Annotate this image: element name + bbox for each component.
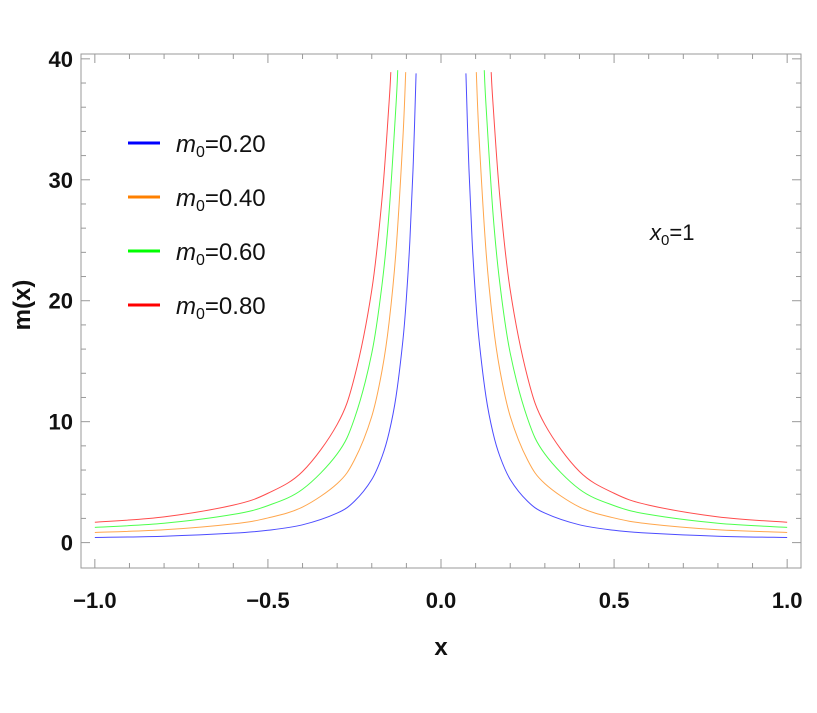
- annotation-x0: x0=1: [649, 220, 694, 249]
- y-axis-label: m(x): [9, 280, 36, 331]
- legend-label: m0=0.80: [176, 293, 266, 323]
- series-line-m0=0.60: [483, 70, 788, 528]
- series-line-m0=0.60: [94, 70, 399, 528]
- ticks: −1.0 −0.5 0.0 0.5 1.0 0 10 20 30 40: [49, 47, 803, 613]
- y-tick-label: 20: [49, 289, 73, 314]
- legend-label: m0=0.60: [176, 239, 266, 269]
- legend-label: m0=0.40: [176, 185, 266, 215]
- x-tick-label: −1.0: [73, 588, 116, 613]
- x-tick-label: −0.5: [246, 588, 289, 613]
- x-axis-label: x: [434, 634, 448, 661]
- series-line-m0=0.40: [94, 72, 407, 533]
- y-tick-label: 10: [49, 410, 73, 435]
- x-tick-label: 1.0: [772, 588, 803, 613]
- series-line-m0=0.80: [94, 72, 392, 523]
- curves: [94, 70, 788, 539]
- series-line-m0=0.20: [465, 73, 788, 539]
- series-line-m0=0.20: [94, 73, 417, 539]
- legend-label: m0=0.20: [176, 131, 266, 161]
- y-tick-label: 40: [49, 47, 73, 72]
- series-line-m0=0.80: [490, 72, 788, 523]
- legend: m0=0.20 m0=0.40 m0=0.60 m0=0.80: [128, 131, 266, 323]
- y-tick-label: 30: [49, 168, 73, 193]
- series-line-m0=0.40: [475, 72, 788, 533]
- x-tick-label: 0.0: [426, 588, 457, 613]
- y-tick-label: 0: [61, 531, 73, 556]
- x-tick-label: 0.5: [599, 588, 630, 613]
